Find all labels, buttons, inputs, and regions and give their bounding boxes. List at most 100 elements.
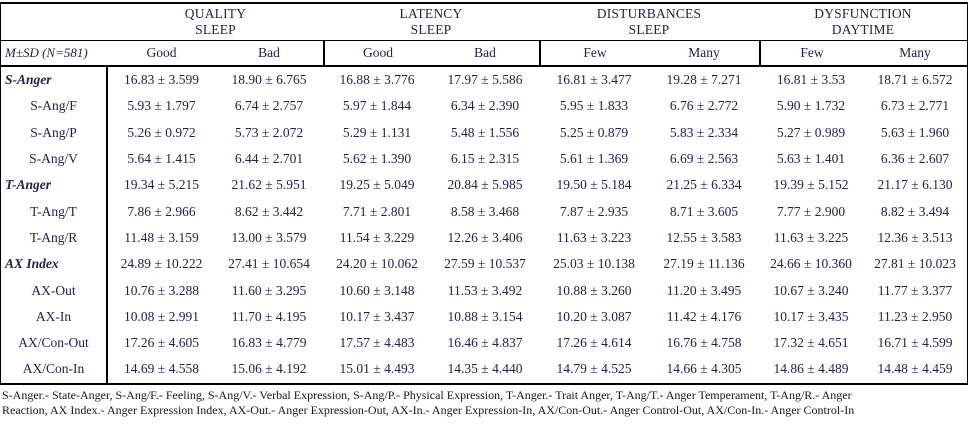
- value-cell: 13.00 ± 3.579: [231, 229, 307, 245]
- group-title-dysfunction: DYSFUNCTION DAYTIME: [759, 4, 967, 40]
- footnote-line-1: S-Anger.- State-Anger, S-Ang/F.- Feeling…: [2, 387, 852, 402]
- value-cell: 14.69 ± 4.558: [124, 361, 199, 377]
- group-title-line1: QUALITY: [184, 6, 247, 21]
- group-title-line2: SLEEP: [410, 22, 452, 37]
- value-cell: 6.36 ± 2.607: [880, 151, 950, 167]
- value-cell: 11.53 ± 3.492: [447, 282, 523, 298]
- table-row: T-Anger 19.34 ± 5.215 21.62 ± 5.951 19.25 ±…: [1, 172, 967, 199]
- value-cell: 5.48 ± 1.556: [450, 124, 520, 140]
- value-cell: 6.44 ± 2.701: [234, 151, 304, 167]
- column-header-bad: Bad: [474, 45, 496, 60]
- value-cell: 10.67 ± 3.240: [773, 282, 849, 298]
- value-cell: 7.71 ± 2.801: [342, 203, 412, 219]
- value-cell: 16.88 ± 3.776: [339, 72, 415, 88]
- value-cell: 17.57 ± 4.483: [339, 335, 415, 351]
- value-cell: 11.20 ± 3.495: [666, 282, 742, 298]
- row-label: T-Ang/T: [1, 198, 108, 225]
- row-label: T-Anger: [1, 172, 108, 199]
- value-cell: 5.27 ± 0.989: [776, 124, 846, 140]
- row-label: AX-Out: [1, 277, 108, 304]
- value-cell: 14.79 ± 4.525: [556, 361, 632, 377]
- value-cell: 11.60 ± 3.295: [231, 282, 307, 298]
- value-cell: 24.89 ± 10.222: [120, 256, 203, 272]
- value-cell: 7.86 ± 2.966: [127, 203, 196, 219]
- value-cell: 27.81 ± 10.023: [874, 256, 956, 272]
- group-title-line1: LATENCY: [399, 6, 463, 21]
- footnote: S-Anger.- State-Anger, S-Ang/F.- Feeling…: [0, 385, 968, 418]
- value-cell: 19.50 ± 5.184: [556, 177, 632, 193]
- value-cell: 10.76 ± 3.288: [124, 282, 199, 298]
- value-cell: 5.26 ± 0.972: [127, 124, 196, 140]
- value-cell: 8.82 ± 3.494: [880, 203, 950, 219]
- value-cell: 10.60 ± 3.148: [339, 282, 415, 298]
- group-title-line2: SLEEP: [195, 22, 236, 37]
- value-cell: 17.97 ± 5.586: [447, 72, 523, 88]
- row-label: AX/Con-Out: [1, 329, 108, 357]
- value-cell: 6.73 ± 2.771: [880, 98, 950, 114]
- value-cell: 15.06 ± 4.192: [231, 361, 307, 377]
- value-cell: 12.36 ± 3.513: [877, 229, 953, 245]
- value-cell: 10.17 ± 3.437: [339, 308, 415, 324]
- value-cell: 19.28 ± 7.271: [666, 72, 742, 88]
- column-header-few: Few: [539, 41, 649, 65]
- value-cell: 16.71 ± 4.599: [877, 335, 953, 351]
- value-cell: 18.90 ± 6.765: [231, 72, 307, 88]
- row-label: AX/Con-In: [1, 356, 108, 383]
- value-cell: 7.87 ± 2.935: [559, 203, 629, 219]
- value-cell: 16.83 ± 3.599: [124, 72, 199, 88]
- value-cell: 12.26 ± 3.406: [447, 229, 523, 245]
- group-title-latency: LATENCY SLEEP: [323, 4, 539, 40]
- row-label: T-Ang/R: [1, 224, 108, 252]
- value-cell: 12.55 ± 3.583: [666, 229, 742, 245]
- value-cell: 11.70 ± 4.195: [231, 308, 307, 324]
- value-cell: 27.59 ± 10.537: [444, 256, 526, 272]
- footnote-line-2: Reaction, AX Index.- Anger Expression In…: [2, 402, 855, 417]
- value-cell: 6.76 ± 2.772: [669, 98, 739, 114]
- group-title-line2: SLEEP: [628, 22, 670, 37]
- value-cell: 24.66 ± 10.360: [770, 256, 852, 272]
- value-cell: 5.95 ± 1.833: [559, 98, 629, 114]
- value-cell: 21.17 ± 6.130: [877, 177, 953, 193]
- value-cell: 11.63 ± 3.223: [556, 229, 632, 245]
- value-cell: 5.61 ± 1.369: [559, 151, 629, 167]
- value-cell: 6.15 ± 2.315: [450, 151, 520, 167]
- value-cell: 8.71 ± 3.605: [669, 203, 739, 219]
- row-label: S-Ang/V: [1, 145, 108, 173]
- value-cell: 8.58 ± 3.468: [450, 203, 520, 219]
- value-cell: 10.17 ± 3.435: [773, 308, 849, 324]
- value-cell: 10.88 ± 3.260: [556, 282, 632, 298]
- value-cell: 18.71 ± 6.572: [877, 72, 953, 88]
- value-cell: 27.19 ± 11.136: [663, 256, 745, 272]
- value-cell: 11.42 ± 4.176: [666, 308, 742, 324]
- group-header-row: QUALITY SLEEP LATENCY SLEEP DISTURBANCES SLEE…: [1, 4, 967, 41]
- row-label: S-Anger: [1, 67, 108, 94]
- value-cell: 25.03 ± 10.138: [553, 256, 635, 272]
- value-cell: 16.76 ± 4.758: [666, 335, 742, 351]
- table-row: AX Index 24.89 ± 10.222 27.41 ± 10.654 24.2…: [1, 251, 967, 278]
- value-cell: 14.35 ± 4.440: [447, 361, 523, 377]
- value-cell: 11.63 ± 3.225: [773, 229, 849, 245]
- value-cell: 6.34 ± 2.390: [450, 98, 520, 114]
- value-cell: 5.29 ± 1.131: [342, 124, 412, 140]
- group-title-line1: DISTURBANCES: [596, 6, 702, 21]
- group-title-line2: DAYTIME: [831, 22, 895, 37]
- value-cell: 19.25 ± 5.049: [339, 177, 415, 193]
- value-cell: 5.62 ± 1.390: [342, 151, 412, 167]
- row-label: S-Ang/F: [1, 93, 108, 120]
- value-cell: 10.20 ± 3.087: [556, 308, 632, 324]
- value-cell: 16.81 ± 3.477: [556, 72, 632, 88]
- value-cell: 10.88 ± 3.154: [447, 308, 523, 324]
- table-row: S-Ang/P 5.26 ± 0.972 5.73 ± 2.072 5.29 ± 1.…: [1, 119, 967, 146]
- table-row: AX/Con-Out 17.26 ± 4.605 16.83 ± 4.779 17.5…: [1, 329, 967, 357]
- table-row: AX-In 10.08 ± 2.991 11.70 ± 4.195 10.17 ± 3…: [1, 303, 967, 330]
- row-label: AX-In: [1, 303, 108, 330]
- value-cell: 5.64 ± 1.415: [127, 151, 196, 167]
- value-cell: 14.66 ± 4.305: [666, 361, 742, 377]
- table-row: T-Ang/T 7.86 ± 2.966 8.62 ± 3.442 7.71 ± 2.…: [1, 198, 967, 225]
- value-cell: 7.77 ± 2.900: [776, 203, 846, 219]
- value-cell: 11.54 ± 3.229: [339, 229, 415, 245]
- value-cell: 8.62 ± 3.442: [234, 203, 304, 219]
- value-cell: 21.62 ± 5.951: [231, 177, 307, 193]
- value-cell: 11.23 ± 2.950: [877, 308, 953, 324]
